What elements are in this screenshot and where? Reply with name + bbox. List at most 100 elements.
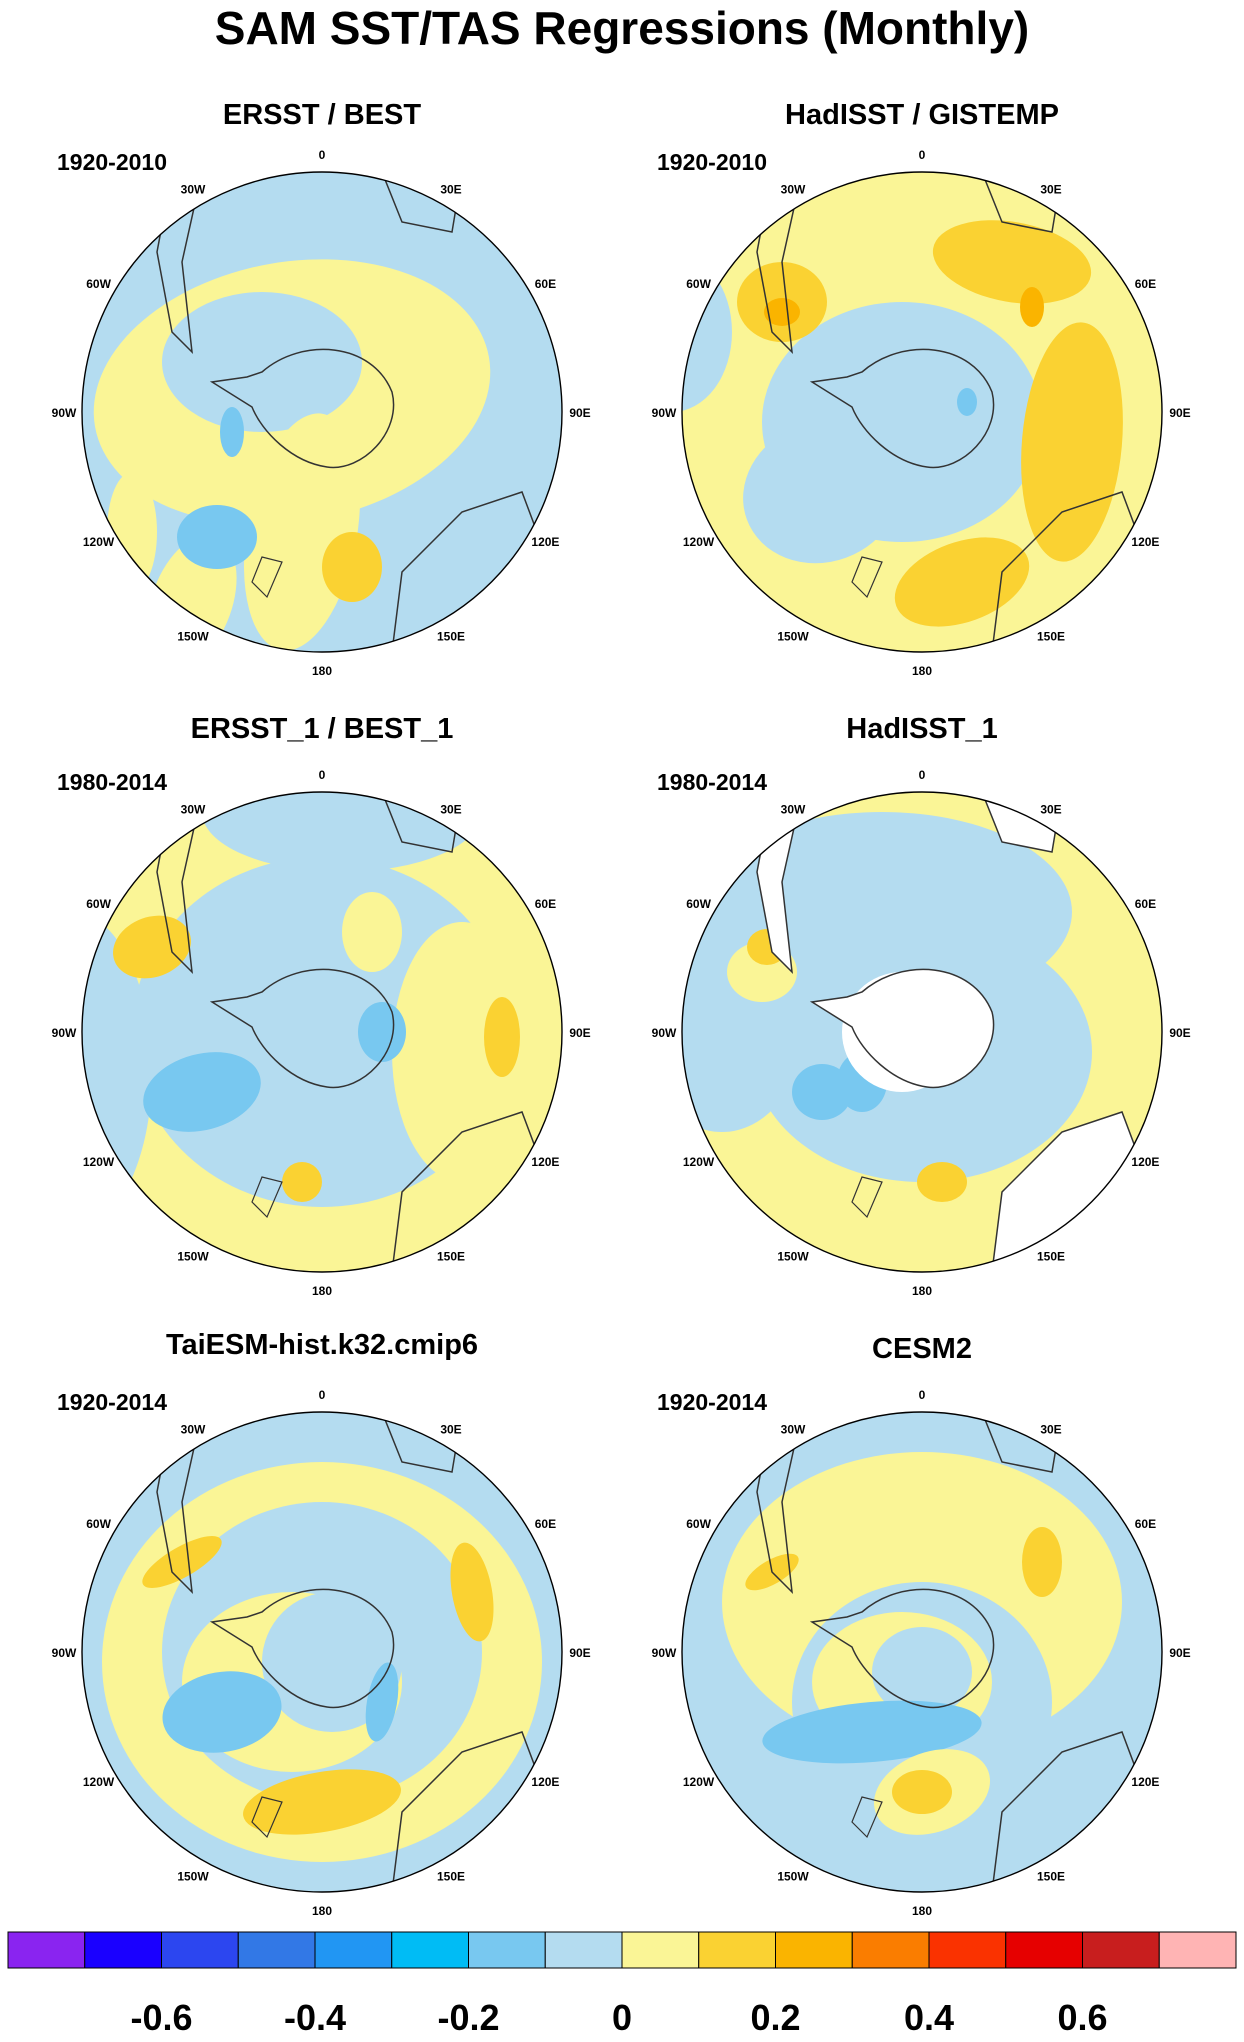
longitude-label: 30W [181,803,206,817]
contour-region [342,892,402,972]
colorbar-swatch [1082,1931,1160,1969]
regression-field [682,172,1162,652]
longitude-label: 90W [652,1026,677,1040]
south-america-outline [756,172,803,355]
longitude-label: 90W [652,406,677,420]
antarctica-outline [809,1588,995,1709]
map-border [81,1411,563,1893]
antarctica-outline [809,968,995,1089]
longitude-label: 120W [83,1775,115,1789]
colorbar-swatch [775,1931,853,1969]
antarctica-outline [209,968,395,1089]
regression-field [82,792,562,1272]
longitude-label: 150E [1037,1249,1065,1263]
contour-region [243,1769,401,1835]
colorbar-label: 0 [612,1997,632,2038]
figure-title: SAM SST/TAS Regressions (Monthly) [215,2,1029,54]
longitude-label: 150E [1037,1869,1065,1883]
longitude-label: 150W [177,1249,209,1263]
map-border [81,171,563,653]
longitude-label: 0 [319,148,326,162]
longitude-label: 0 [319,1388,326,1402]
contour-region [892,1770,952,1814]
colorbar-swatch [1005,1931,1083,1969]
longitude-label: 60W [86,1517,111,1531]
colorbar-swatch [928,1931,1007,1969]
contour-region [142,1536,222,1588]
contour-region [202,792,482,872]
longitude-label: 60W [86,277,111,291]
longitude-label: 30E [1040,1423,1061,1437]
longitude-label: 120E [1131,1155,1159,1169]
contour-region [220,407,244,457]
regression-field [682,792,1162,1272]
longitude-label: 60W [686,1517,711,1531]
colorbar-swatch [544,1931,623,1969]
longitude-label: 180 [312,1904,332,1918]
contour-region [392,922,532,1182]
longitude-label: 90E [569,1026,590,1040]
longitude-label: 120W [683,1775,715,1789]
longitude-label: 180 [312,1284,332,1298]
longitude-label: 60E [1135,1517,1156,1531]
longitude-label: 120E [1131,535,1159,549]
south-america-outline [156,792,203,975]
south-america-outline [156,172,203,355]
longitude-label: 0 [319,768,326,782]
longitude-label: 150W [777,1249,809,1263]
contour-region [113,915,191,979]
longitude-label: 30E [1040,183,1061,197]
longitude-label: 30W [781,1423,806,1437]
contour-region [143,1052,261,1132]
map-panel: HadISST / GISTEMP 1920-2010 0 30E 60E 90E 120E… [652,99,1191,678]
panel-period: 1980-2014 [657,769,767,795]
panel-title: ERSST_1 / BEST_1 [191,713,454,745]
map-panel: ERSST_1 / BEST_1 1980-2014 0 30E 60E 90E 120E 1… [52,713,591,1298]
map-border [81,791,563,1273]
longitude-label: 90W [52,406,77,420]
longitude-label: 60W [686,897,711,911]
longitude-label: 180 [912,1904,932,1918]
longitude-label: 0 [919,768,926,782]
contour-region [894,537,1030,627]
antarctica-outline [809,348,995,469]
contour-region [743,420,901,564]
contour-region [957,388,977,416]
longitude-label: 120E [1131,1775,1159,1789]
contour-region [917,1162,967,1202]
contour-region [762,1700,982,1764]
longitude-label: 90E [569,1646,590,1660]
map-panel: TaiESM-hist.k32.cmip6 1920-2014 0 30E 60E 90E… [52,1329,591,1918]
regression-field [82,1412,562,1892]
new-zealand-outline [851,556,883,599]
colorbar: -0.6 -0.4 -0.2 0 0.2 0.4 0.6 [7,1931,1237,2038]
longitude-label: 60E [535,277,556,291]
colorbar-label: -0.2 [437,1997,499,2038]
contour-region [162,292,362,432]
longitude-label: 30W [181,1423,206,1437]
longitude-label: 150W [777,1869,809,1883]
longitude-label: 120E [531,1155,559,1169]
map-panel: ERSST / BEST 1920-2010 0 30E 60E 90E 120E 150E 1… [52,99,591,678]
colorbar-swatch [314,1931,393,1969]
longitude-label: 60E [1135,277,1156,291]
longitude-label: 0 [919,1388,926,1402]
longitude-label: 60W [686,277,711,291]
contour-region [282,1162,322,1202]
south-america-outline [756,1412,803,1595]
longitude-label: 30E [440,1423,461,1437]
longitude-label: 120W [83,1155,115,1169]
antarctica-outline [209,348,395,469]
longitude-label: 150E [437,629,465,643]
panel-title: ERSST / BEST [223,99,421,131]
colorbar-swatch [851,1931,930,1969]
longitude-label: 120W [83,535,115,549]
contour-region [872,1627,972,1717]
contour-region [932,220,1092,304]
contour-region [322,532,382,602]
longitude-label: 180 [912,1284,932,1298]
contour-region [1020,287,1044,327]
longitude-label: 180 [912,664,932,678]
longitude-label: 60E [535,1517,556,1531]
longitude-label: 30W [181,183,206,197]
